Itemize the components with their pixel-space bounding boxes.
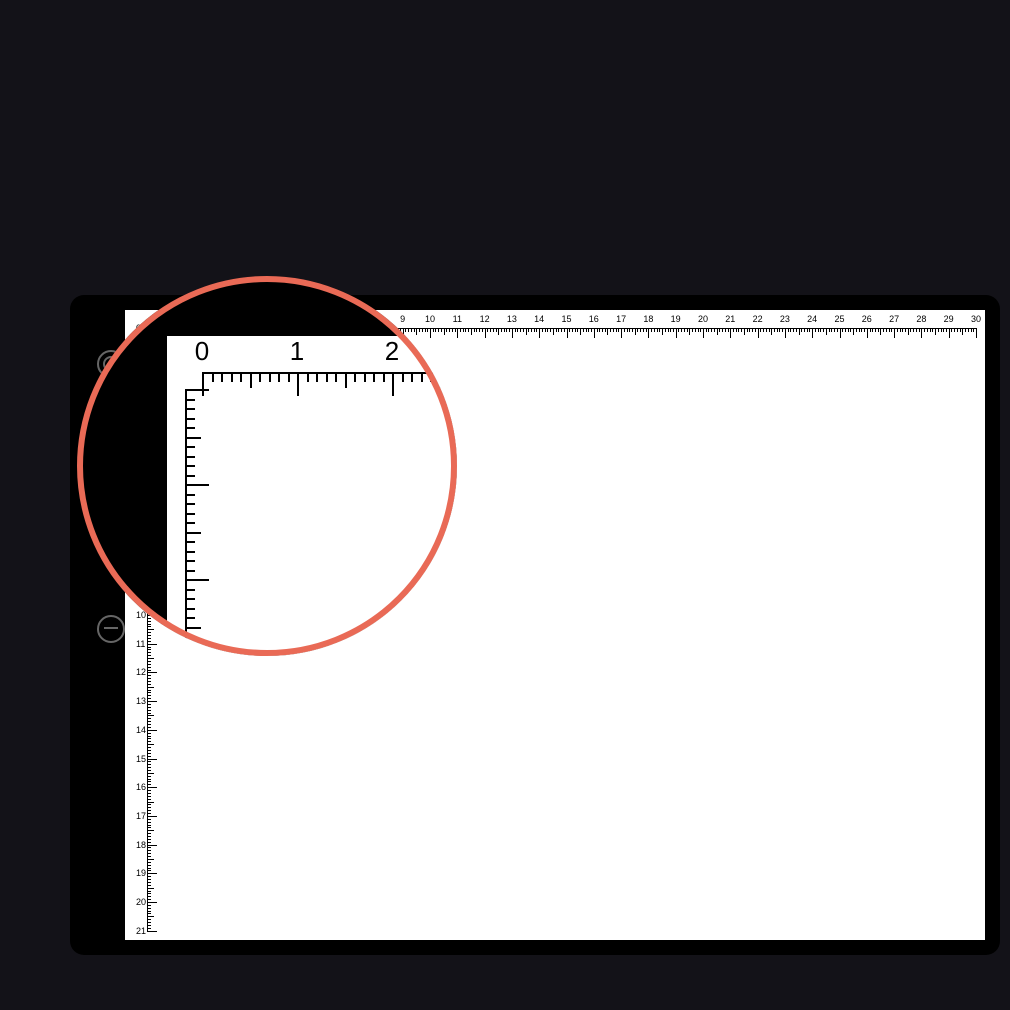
ruler-v-label: 18 — [136, 840, 146, 850]
ruler-h-label: 19 — [671, 314, 681, 324]
ruler-h-label: 29 — [944, 314, 954, 324]
ruler-v-label: 19 — [136, 868, 146, 878]
ruler-h-label: 26 — [862, 314, 872, 324]
ruler-v-label: 13 — [136, 696, 146, 706]
ruler-h-label: 17 — [616, 314, 626, 324]
ruler-h-label: 24 — [807, 314, 817, 324]
ruler-v-label: 12 — [136, 667, 146, 677]
ruler-h-label: 16 — [589, 314, 599, 324]
ruler-h-label: 15 — [561, 314, 571, 324]
magnifier-ring — [77, 276, 457, 656]
ruler-v-label: 20 — [136, 897, 146, 907]
ruler-h-label: 12 — [480, 314, 490, 324]
ruler-h-label: 27 — [889, 314, 899, 324]
ruler-h-label: 23 — [780, 314, 790, 324]
ruler-h-label: 25 — [834, 314, 844, 324]
ruler-v-label: 15 — [136, 754, 146, 764]
ruler-h-label: 21 — [725, 314, 735, 324]
ruler-h-label: 13 — [507, 314, 517, 324]
ruler-h-label: 22 — [753, 314, 763, 324]
ruler-v-label: 16 — [136, 782, 146, 792]
ruler-h-label: 18 — [643, 314, 653, 324]
ruler-h-label: 28 — [916, 314, 926, 324]
ruler-v-label: 21 — [136, 926, 146, 936]
ruler-h-label: 20 — [698, 314, 708, 324]
ruler-h-label: 30 — [971, 314, 981, 324]
ruler-h-label: 14 — [534, 314, 544, 324]
ruler-v-label: 17 — [136, 811, 146, 821]
ruler-v-label: 14 — [136, 725, 146, 735]
